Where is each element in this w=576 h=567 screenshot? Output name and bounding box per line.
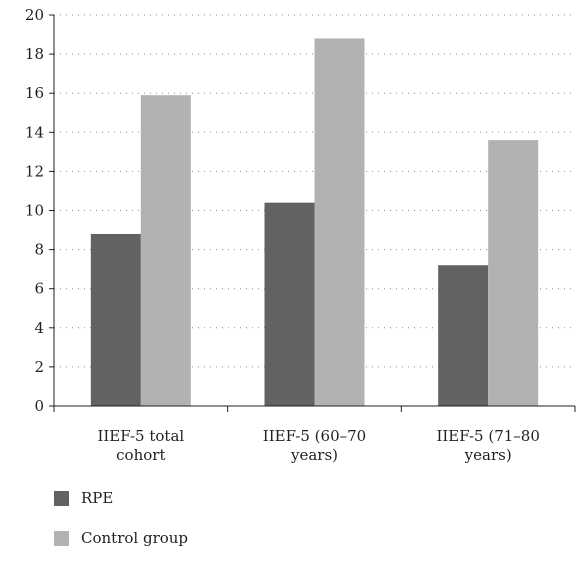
bar-rpe-2 (438, 265, 489, 406)
x-category-label: IIEF-5 (60–70 years) (263, 427, 366, 464)
x-category-label-line: years) (290, 446, 338, 464)
x-category-label-line: IIEF-5 (71–80 (436, 427, 539, 445)
legend: RPE Control group (54, 487, 188, 567)
bar-rpe-1 (264, 202, 315, 406)
x-category-label-line: cohort (116, 446, 165, 464)
x-category-label: IIEF-5 total cohort (97, 427, 184, 464)
y-tick-label: 8 (34, 241, 44, 259)
bar-control-2 (488, 140, 539, 406)
x-category-label-line: years) (464, 446, 512, 464)
y-tick-label: 4 (34, 319, 44, 337)
legend-item-control: Control group (54, 527, 188, 549)
legend-label-control: Control group (81, 529, 189, 547)
bar-control-1 (314, 38, 365, 407)
y-tick-label: 6 (34, 280, 44, 298)
legend-swatch-rpe (54, 490, 69, 506)
bar-control-0 (140, 95, 191, 406)
legend-swatch-control (54, 530, 69, 546)
bars (90, 38, 539, 407)
bar-rpe-0 (90, 233, 141, 406)
legend-item-rpe: RPE (54, 487, 188, 509)
legend-label-rpe: RPE (81, 489, 114, 507)
y-tick-label: 20 (25, 6, 44, 24)
y-ticks: 0 2 4 6 8 10 12 14 16 18 20 (25, 6, 54, 415)
x-category-label-line: IIEF-5 total (97, 427, 184, 445)
y-tick-label: 18 (25, 45, 44, 63)
y-tick-label: 10 (25, 202, 44, 220)
y-tick-label: 14 (25, 123, 44, 141)
y-tick-label: 12 (25, 162, 44, 180)
x-category-label-line: IIEF-5 (60–70 (263, 427, 366, 445)
x-category-label: IIEF-5 (71–80 years) (436, 427, 539, 464)
y-tick-label: 2 (34, 358, 44, 376)
y-tick-label: 0 (34, 397, 44, 415)
y-tick-label: 16 (25, 84, 44, 102)
